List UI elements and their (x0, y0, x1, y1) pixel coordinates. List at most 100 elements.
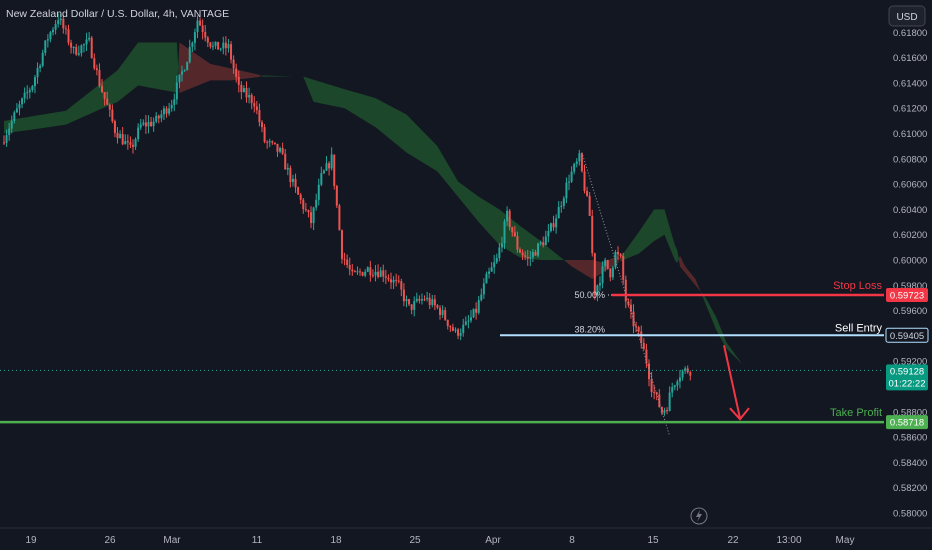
x-tick-label: 11 (252, 535, 263, 546)
candle-body (271, 141, 274, 143)
candle-body (106, 98, 109, 105)
candle-body (67, 29, 70, 43)
candle-body (379, 270, 382, 277)
x-tick-label: 25 (409, 535, 421, 546)
candle-body (663, 410, 666, 413)
candle-body (415, 298, 418, 302)
candle-body (586, 190, 589, 196)
candle-body (469, 317, 472, 321)
candle-body (188, 46, 191, 63)
candle-body (230, 44, 233, 60)
candle-body (428, 297, 431, 305)
stop-loss-price: 0.59723 (890, 291, 924, 302)
candle-body (369, 267, 372, 276)
candle-body (413, 301, 416, 310)
candle-body (534, 251, 537, 256)
candle-body (18, 104, 21, 109)
candle-body (294, 178, 297, 188)
candle-body (90, 37, 93, 59)
candle-body (624, 279, 627, 302)
candle-body (111, 109, 114, 122)
candle-body (310, 212, 313, 224)
fib-50-label: 50.00% (574, 290, 605, 300)
candle-body (547, 231, 550, 237)
candle-body (26, 92, 29, 94)
candle-body (560, 205, 563, 208)
candle-body (196, 20, 199, 33)
candle-body (482, 283, 485, 295)
candle-body (689, 372, 692, 376)
candle-body (204, 32, 207, 38)
candle-body (245, 88, 248, 98)
candle-body (5, 135, 8, 143)
candle-body (165, 108, 168, 114)
candle-body (400, 281, 403, 290)
candle-body (211, 45, 214, 47)
candle-body (511, 227, 514, 233)
candle-body (382, 270, 385, 277)
candle-body (93, 58, 96, 69)
candle-body (77, 53, 80, 55)
candle-body (328, 163, 331, 169)
cloud-segment (4, 42, 180, 134)
cloud-segment (679, 255, 704, 298)
candle-body (356, 271, 359, 273)
candle-body (408, 299, 411, 305)
candle-body (346, 259, 349, 265)
candle-body (49, 32, 52, 40)
candle-body (593, 253, 596, 295)
candle-body (170, 104, 173, 109)
candle-body (526, 256, 529, 259)
candle-body (604, 259, 607, 267)
candle-body (351, 269, 354, 272)
candle-body (181, 71, 184, 75)
candle-body (441, 310, 444, 315)
candle-body (281, 147, 284, 154)
candle-body (622, 255, 625, 280)
y-tick-label: 0.59200 (893, 357, 927, 368)
candle-body (134, 139, 137, 147)
lightning-icon[interactable] (690, 507, 708, 525)
candle-body (39, 65, 42, 68)
candle-body (503, 221, 506, 244)
price-axis[interactable] (884, 0, 932, 550)
candle-body (588, 195, 591, 216)
candle-body (611, 267, 614, 278)
candle-body (217, 41, 220, 50)
candle-body (668, 392, 671, 412)
candle-body (681, 370, 684, 378)
x-tick-label: May (836, 535, 855, 546)
candle-body (570, 171, 573, 182)
x-tick-label: 18 (330, 535, 342, 546)
candle-body (544, 236, 547, 246)
candle-body (348, 264, 351, 270)
candle-body (36, 67, 39, 78)
currency-button[interactable] (888, 5, 926, 27)
y-tick-label: 0.60400 (893, 205, 927, 216)
candle-body (635, 326, 638, 328)
candle-countdown: 01:22:22 (889, 378, 926, 389)
stop-loss-label: Stop Loss (833, 280, 882, 292)
y-tick-label: 0.61400 (893, 78, 927, 89)
candle-body (31, 86, 34, 91)
candle-body (224, 42, 227, 49)
candle-body (160, 114, 163, 119)
x-tick-label: 19 (25, 535, 37, 546)
candle-body (387, 277, 390, 280)
candle-body (10, 120, 13, 129)
candle-body (459, 333, 462, 336)
candle-body (642, 342, 645, 350)
y-tick-label: 0.58600 (893, 433, 927, 444)
candle-body (240, 84, 243, 93)
candle-body (80, 45, 83, 54)
sell-entry-price: 0.59405 (890, 331, 924, 342)
candle-body (640, 331, 643, 343)
candle-body (289, 167, 292, 183)
candle-body (98, 70, 101, 86)
y-tick-label: 0.59800 (893, 281, 927, 292)
candle-body (598, 283, 601, 286)
y-tick-label: 0.58200 (893, 483, 927, 494)
y-tick-label: 0.58400 (893, 458, 927, 469)
candle-body (578, 153, 581, 162)
